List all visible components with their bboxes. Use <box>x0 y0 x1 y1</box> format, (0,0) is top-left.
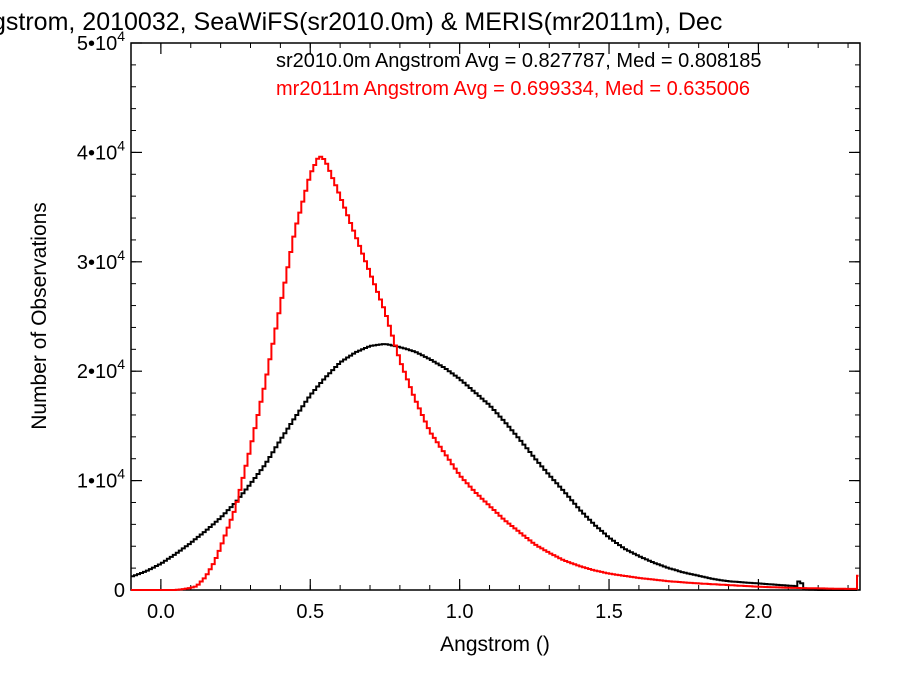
chart-title: gstrom, 2010032, SeaWiFS(sr2010.0m) & ME… <box>0 8 722 36</box>
x-tick-label: 0.0 <box>147 601 175 623</box>
x-tick-label: 0.5 <box>296 601 324 623</box>
y-tick-label: 5•104 <box>77 28 125 55</box>
y-axis-label: Number of Observations <box>28 202 51 430</box>
y-tick-label: 2•104 <box>77 356 125 383</box>
x-tick-label: 1.5 <box>595 601 623 623</box>
y-tick-label: 0 <box>114 580 125 602</box>
y-tick-label: 1•104 <box>77 466 125 493</box>
plot-frame <box>130 42 861 591</box>
annotation-sr2010-stats: sr2010.0m Angstrom Avg = 0.827787, Med =… <box>276 50 762 72</box>
y-tick-label: 3•104 <box>77 247 125 274</box>
series-sr2010-line <box>131 343 857 591</box>
x-tick-label: 1.0 <box>446 601 474 623</box>
series-mr2011-line <box>131 155 859 591</box>
annotation-mr2011-stats: mr2011m Angstrom Avg = 0.699334, Med = 0… <box>276 78 750 100</box>
x-tick-label: 2.0 <box>745 601 773 623</box>
x-axis-label: Angstrom () <box>440 633 550 656</box>
y-tick-label: 4•104 <box>77 137 125 164</box>
